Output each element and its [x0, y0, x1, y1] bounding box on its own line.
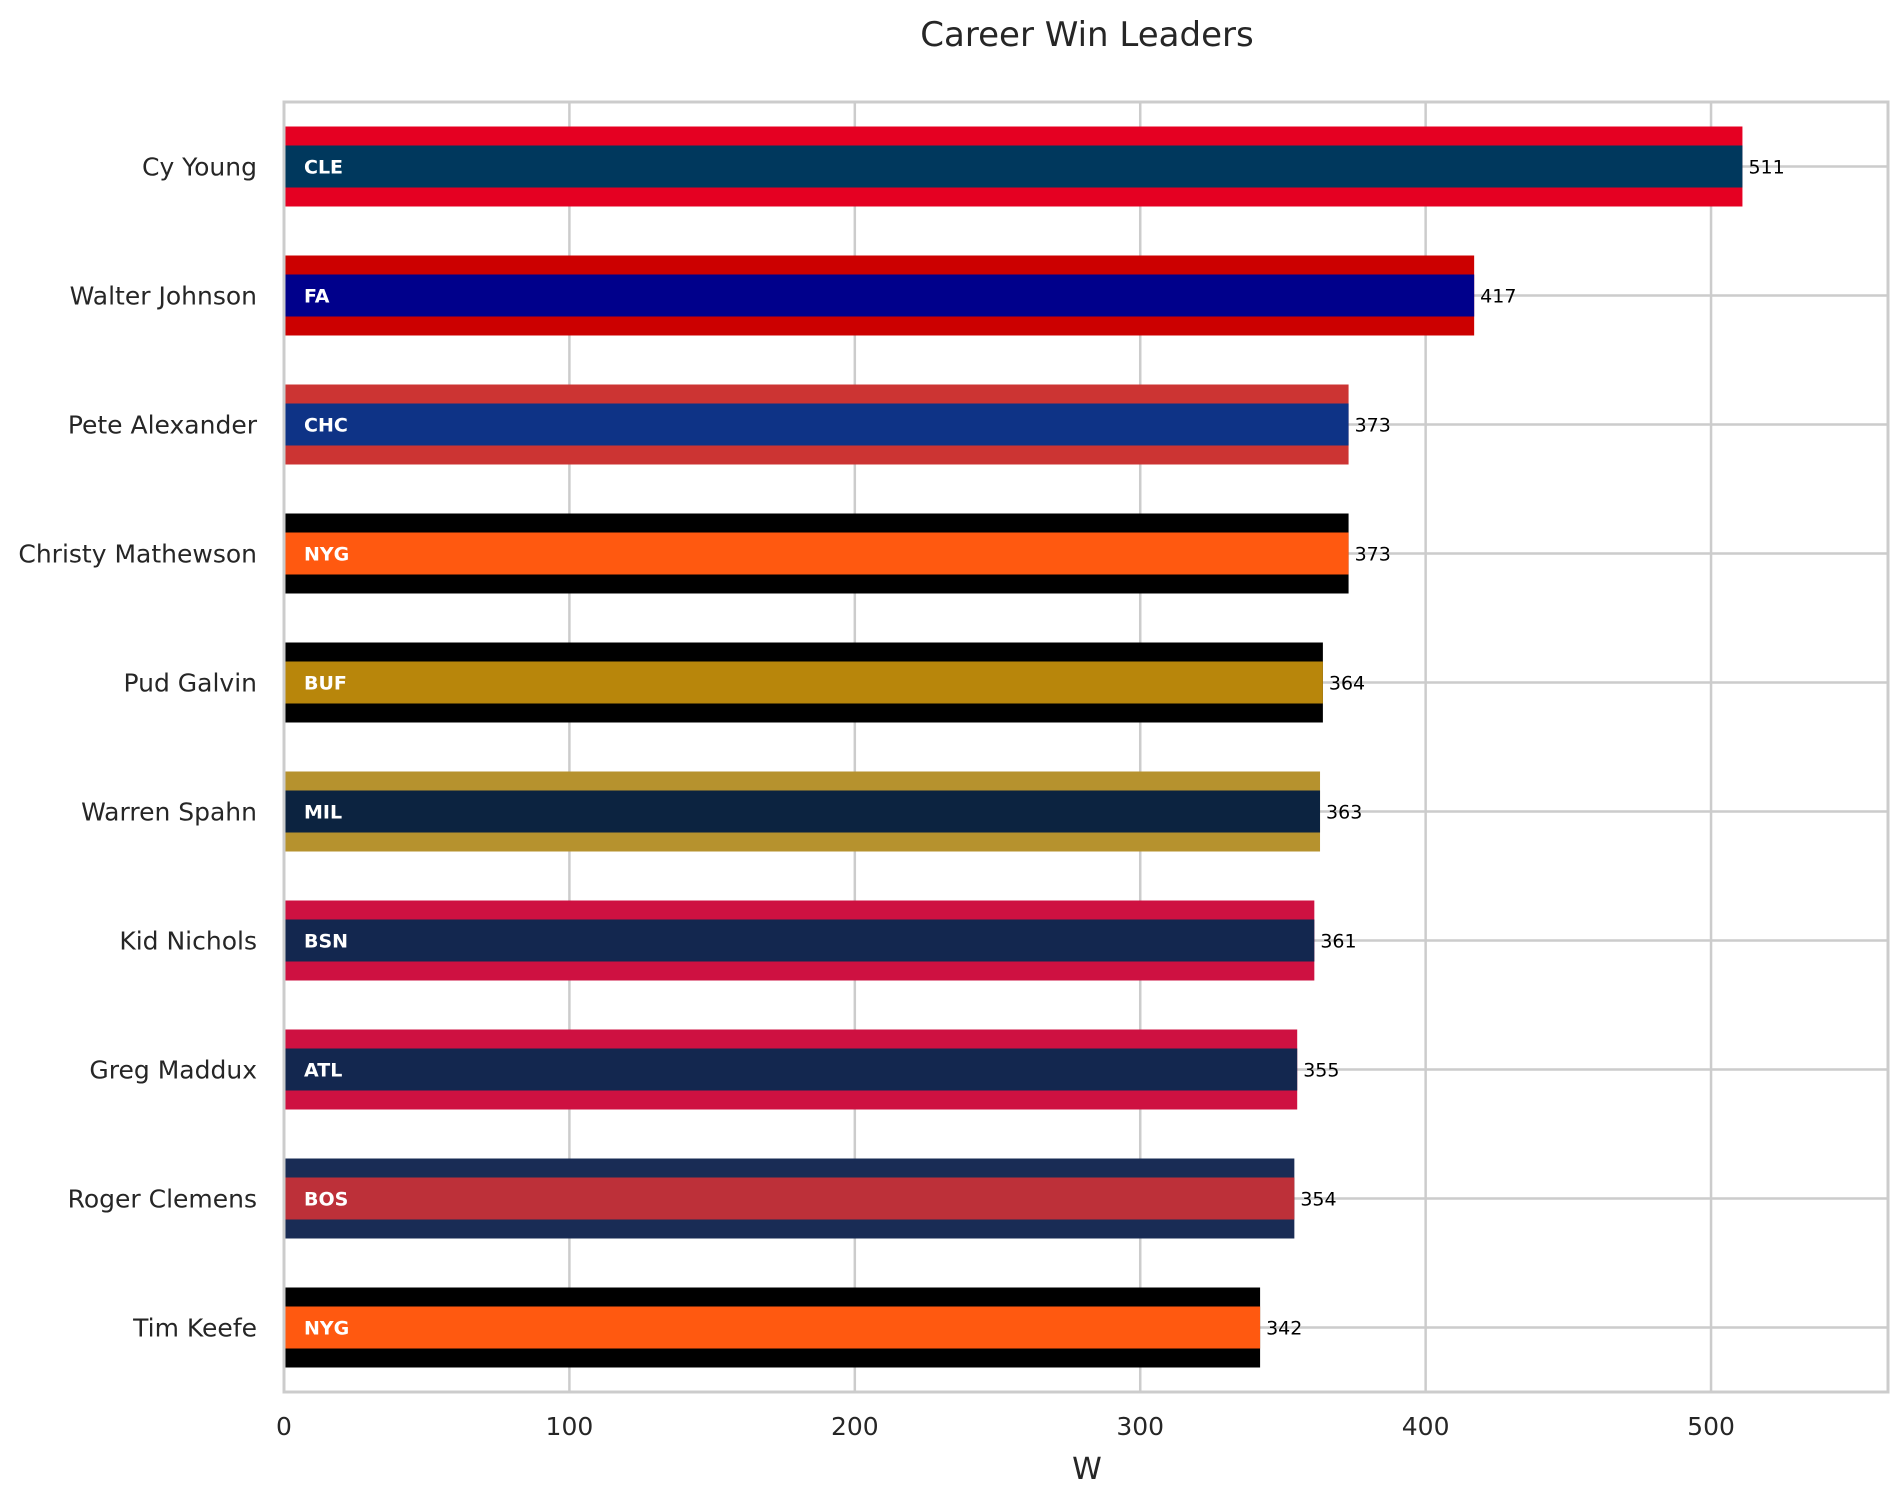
category-label: Roger Clemens	[68, 1185, 257, 1214]
category-label: Pete Alexander	[68, 411, 258, 440]
team-label: CLE	[304, 157, 343, 179]
x-tick-label: 500	[1687, 1412, 1735, 1441]
team-label: MIL	[304, 802, 342, 824]
value-label: 373	[1355, 415, 1391, 437]
plot-frame	[282, 100, 1890, 1394]
team-label: BSN	[304, 931, 348, 953]
team-label: ATL	[304, 1060, 342, 1082]
x-tick-label: 400	[1402, 1412, 1450, 1441]
team-label: BOS	[304, 1189, 348, 1211]
team-label: NYG	[304, 1318, 349, 1340]
value-label: 355	[1303, 1060, 1339, 1082]
team-label: BUF	[304, 673, 347, 695]
bar-inner	[284, 1306, 1261, 1349]
bar-inner	[284, 532, 1349, 575]
value-label: 511	[1748, 157, 1784, 179]
category-label: Pud Galvin	[123, 669, 257, 698]
category-label: Greg Maddux	[89, 1056, 257, 1085]
category-label: Warren Spahn	[81, 798, 257, 827]
team-label: NYG	[304, 544, 349, 566]
value-label: 361	[1320, 931, 1356, 953]
labels: 0 100 200 300 400 500 CLE 511 Cy Young FA 417 Walte…	[18, 153, 1784, 1442]
team-label: FA	[304, 286, 330, 308]
value-label: 373	[1355, 544, 1391, 566]
x-axis-label: W	[1072, 1452, 1102, 1487]
value-label: 417	[1480, 286, 1516, 308]
bar-inner	[284, 790, 1321, 833]
value-label: 364	[1329, 673, 1365, 695]
category-label: Tim Keefe	[132, 1314, 257, 1343]
team-label: CHC	[304, 415, 348, 437]
bar-inner	[284, 1048, 1298, 1091]
x-tick-label: 0	[276, 1412, 292, 1441]
value-label: 363	[1326, 802, 1362, 824]
category-label: Cy Young	[142, 153, 257, 182]
chart-title: Career Win Leaders	[920, 15, 1253, 55]
category-label: Kid Nichols	[119, 927, 257, 956]
bar-inner	[284, 403, 1349, 446]
x-tick-label: 200	[831, 1412, 879, 1441]
bar-inner	[284, 145, 1743, 188]
x-tick-label: 300	[1116, 1412, 1164, 1441]
x-tick-label: 100	[546, 1412, 594, 1441]
value-label: 354	[1300, 1189, 1336, 1211]
bar-inner	[284, 919, 1315, 962]
category-label: Walter Johnson	[70, 282, 257, 311]
bar-inner	[284, 1177, 1295, 1220]
value-label: 342	[1266, 1318, 1302, 1340]
bar-inner	[284, 661, 1323, 704]
bars	[284, 126, 1743, 1368]
bar-inner	[284, 274, 1475, 317]
category-label: Christy Mathewson	[18, 540, 257, 569]
